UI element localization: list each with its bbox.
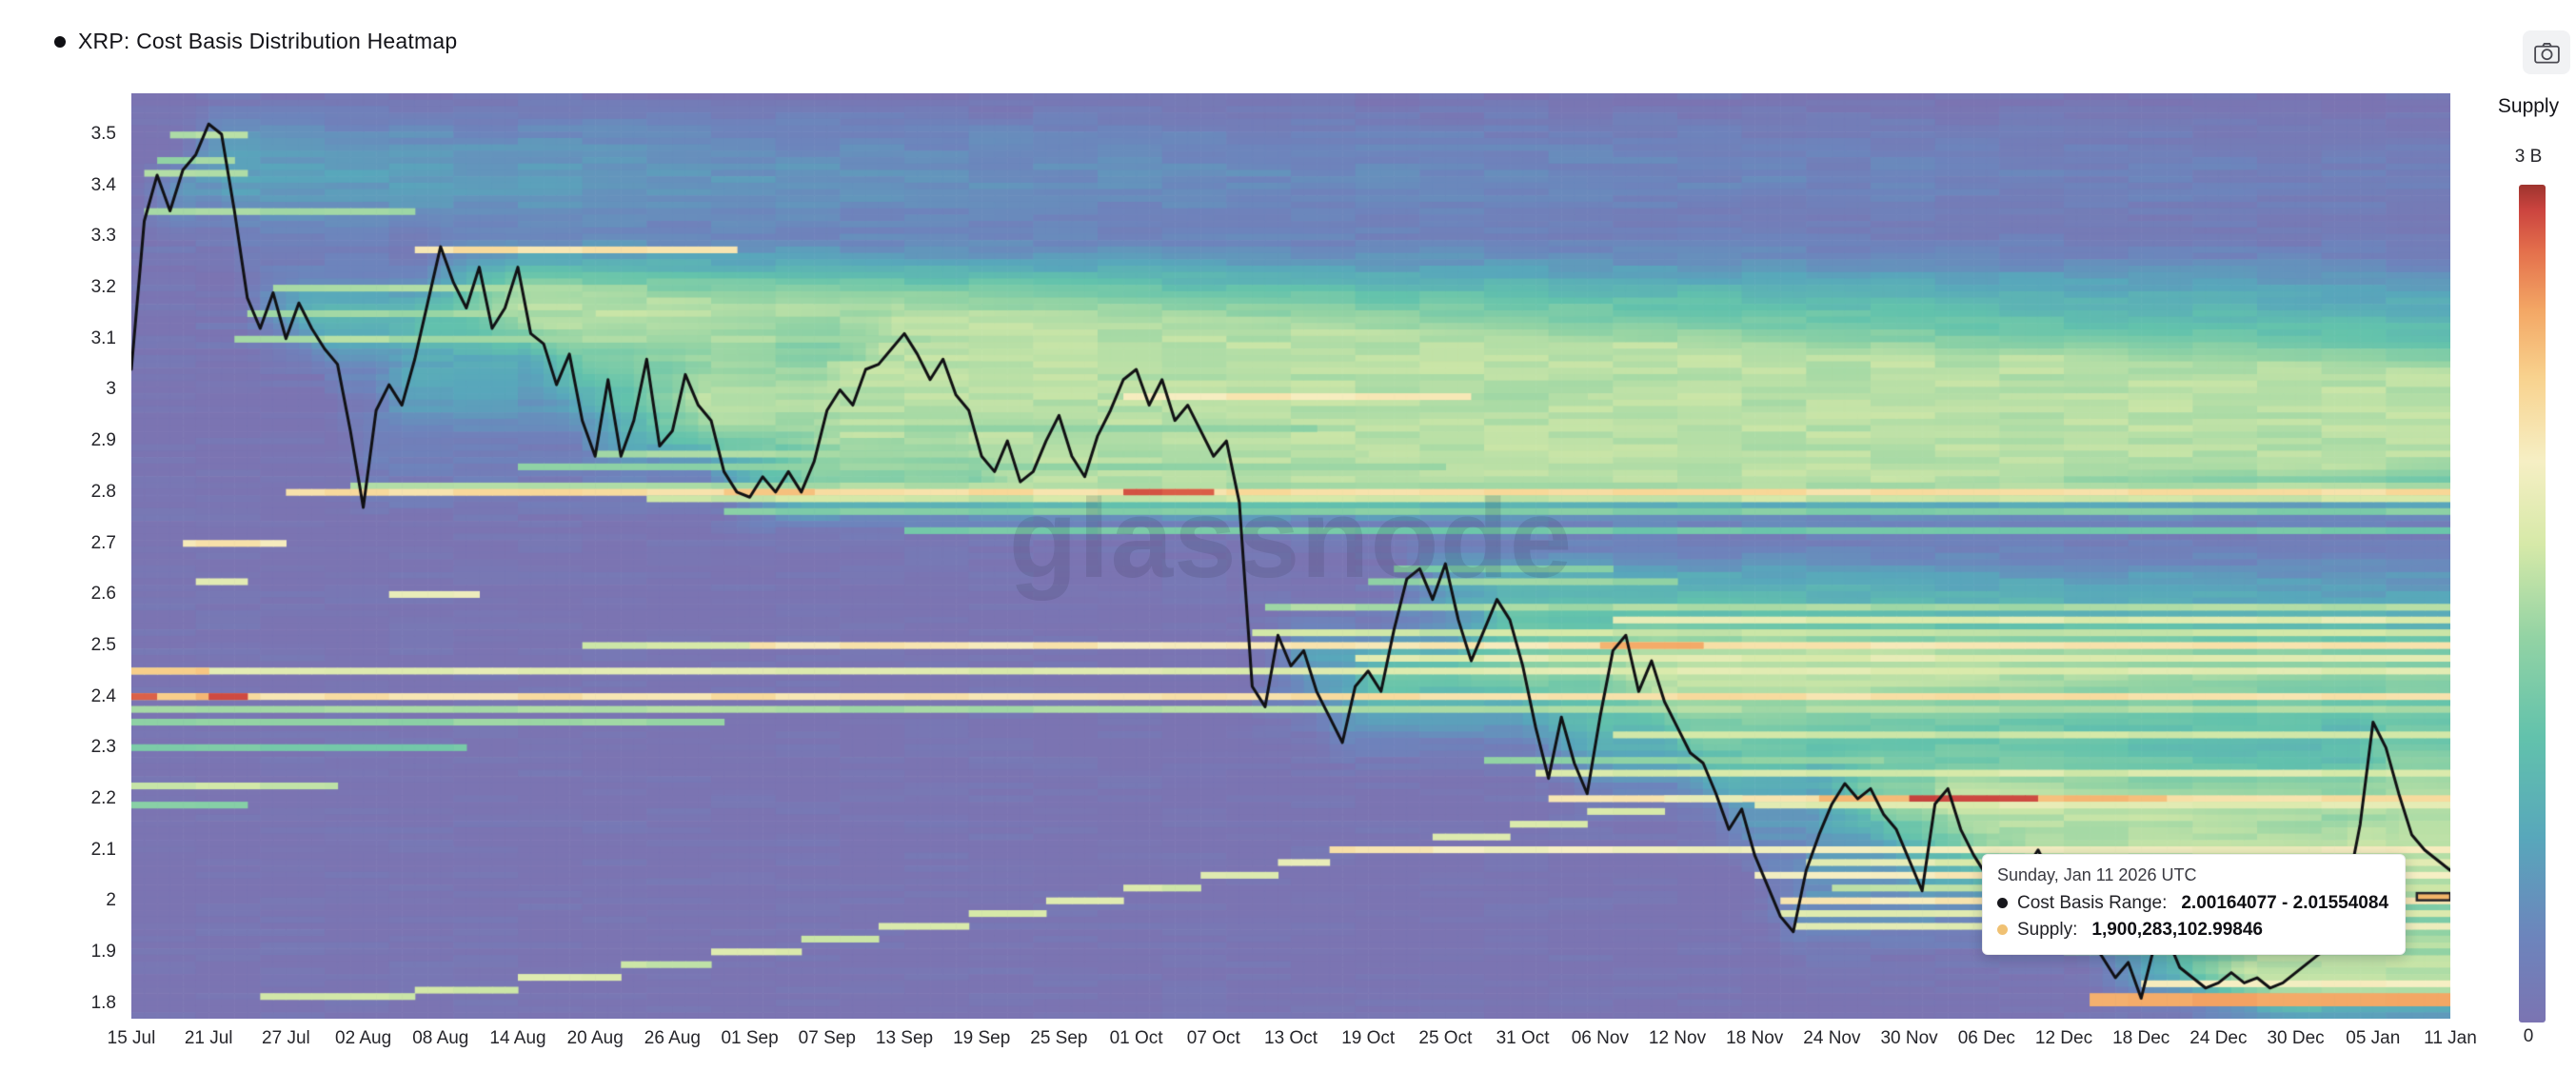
y-tick-label: 2.9: [90, 430, 116, 451]
x-tick-label: 31 Oct: [1496, 1028, 1550, 1048]
y-tick-label: 2.8: [90, 481, 116, 502]
tooltip-cost-basis-value: 2.00164077 - 2.01554084: [2181, 893, 2389, 913]
x-tick-label: 08 Aug: [412, 1028, 469, 1048]
y-tick-label: 2.6: [90, 584, 116, 605]
x-tick-label: 11 Jan: [2424, 1028, 2477, 1048]
x-tick-label: 01 Oct: [1109, 1028, 1163, 1048]
y-tick-label: 2.4: [90, 685, 116, 706]
supply-bullet-icon: [1997, 923, 2008, 935]
x-tick-label: 26 Aug: [644, 1028, 701, 1048]
cost-basis-bullet-icon: [1997, 898, 2008, 909]
y-tick-label: 2.5: [90, 634, 116, 655]
x-tick-label: 25 Oct: [1418, 1028, 1473, 1048]
x-tick-label: 19 Sep: [953, 1028, 1011, 1048]
x-tick-label: 15 Jul: [107, 1028, 156, 1048]
legend-title: Supply: [2497, 95, 2560, 117]
x-tick-label: 13 Oct: [1264, 1028, 1318, 1048]
tooltip-cost-basis-label: Cost Basis Range:: [2017, 893, 2168, 913]
legend-colorbar: [2519, 185, 2546, 1022]
x-tick-label: 30 Nov: [1880, 1028, 1938, 1048]
y-tick-label: 1.8: [90, 992, 116, 1013]
x-tick-label: 18 Nov: [1726, 1028, 1784, 1048]
legend-max-label: 3 B: [2514, 147, 2543, 167]
tooltip-supply-value: 1,900,283,102.99846: [2091, 919, 2263, 940]
x-tick-label: 24 Nov: [1803, 1028, 1861, 1048]
y-tick-label: 3.1: [90, 328, 116, 348]
x-tick-label: 07 Oct: [1186, 1028, 1240, 1048]
y-tick-label: 3.3: [90, 226, 116, 247]
x-tick-label: 05 Jan: [2346, 1028, 2401, 1048]
page-title: XRP: Cost Basis Distribution Heatmap: [78, 29, 458, 53]
y-tick-label: 3.2: [90, 277, 116, 298]
x-tick-label: 01 Sep: [721, 1028, 779, 1048]
y-tick-label: 3.5: [90, 123, 116, 144]
x-tick-label: 21 Jul: [184, 1028, 233, 1048]
screenshot-button[interactable]: [2523, 30, 2570, 74]
x-tick-label: 18 Dec: [2112, 1028, 2170, 1048]
tooltip-supply-label: Supply:: [2017, 919, 2078, 940]
x-tick-label: 27 Jul: [262, 1028, 310, 1048]
x-tick-label: 13 Sep: [875, 1028, 934, 1048]
x-tick-label: 25 Sep: [1030, 1028, 1088, 1048]
tooltip: Sunday, Jan 11 2026 UTC Cost Basis Range…: [1982, 854, 2407, 956]
tooltip-supply-row: Supply: 1,900,283,102.99846: [1997, 917, 2388, 943]
x-tick-label: 20 Aug: [566, 1028, 624, 1048]
legend-min-label: 0: [2523, 1026, 2534, 1046]
tooltip-cost-basis-row: Cost Basis Range: 2.00164077 - 2.0155408…: [1997, 890, 2388, 917]
y-tick-label: 2.2: [90, 788, 116, 809]
x-tick-label: 06 Dec: [1957, 1028, 2015, 1048]
x-tick-label: 02 Aug: [335, 1028, 392, 1048]
y-tick-label: 1.9: [90, 942, 116, 963]
y-tick-label: 2.3: [90, 737, 116, 758]
camera-icon: [2533, 42, 2560, 64]
series-bullet-icon: [54, 35, 66, 48]
x-tick-label: 14 Aug: [489, 1028, 546, 1048]
y-tick-label: 3: [106, 379, 116, 400]
x-tick-label: 12 Nov: [1648, 1028, 1707, 1048]
x-tick-label: 30 Dec: [2267, 1028, 2325, 1048]
x-tick-label: 24 Dec: [2190, 1028, 2248, 1048]
x-tick-label: 12 Dec: [2034, 1028, 2093, 1048]
y-tick-label: 2.1: [90, 839, 116, 860]
y-tick-label: 2: [106, 890, 116, 911]
y-tick-label: 3.4: [90, 174, 116, 195]
x-tick-label: 06 Nov: [1571, 1028, 1629, 1048]
chart-header: XRP: Cost Basis Distribution Heatmap: [54, 29, 457, 54]
tooltip-date: Sunday, Jan 11 2026 UTC: [1997, 865, 2197, 884]
x-tick-label: 07 Sep: [798, 1028, 856, 1048]
y-tick-label: 2.7: [90, 532, 116, 553]
x-tick-label: 19 Oct: [1341, 1028, 1396, 1048]
